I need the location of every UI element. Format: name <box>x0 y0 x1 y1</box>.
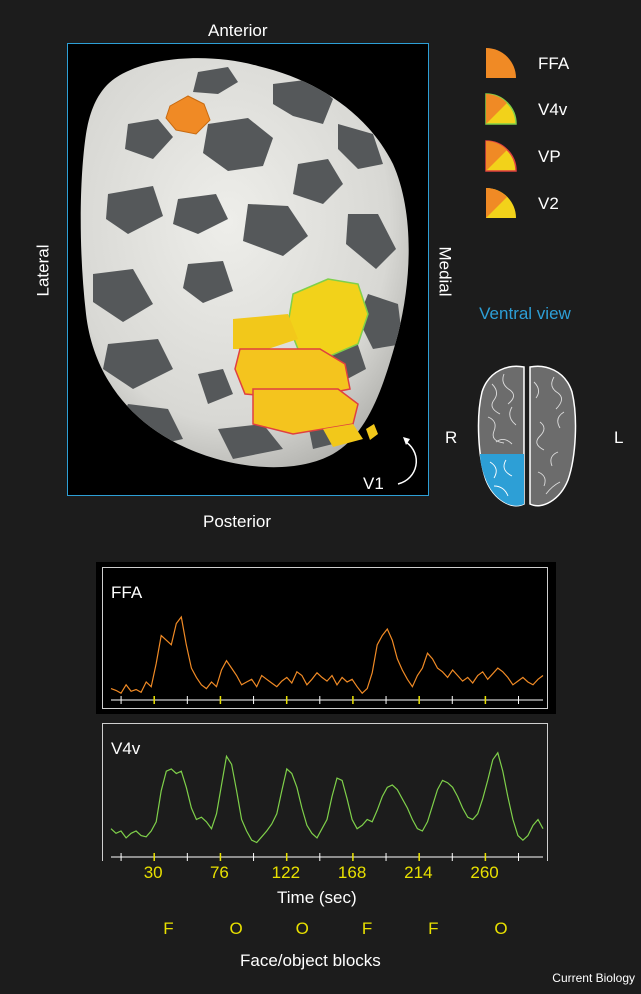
v4v-series-line <box>110 751 544 844</box>
blocks-label: Face/object blocks <box>240 951 381 970</box>
journal-credit: Current Biology <box>552 971 635 985</box>
x-tick-label: 260 <box>470 863 499 882</box>
legend-label: VP <box>538 147 561 166</box>
v2-legend-icon <box>486 188 516 218</box>
ventral-view-title: Ventral view <box>479 304 571 323</box>
ffa-series-line <box>110 615 544 695</box>
legend-item-v4v: V4v <box>484 92 604 126</box>
inflated-cortex-illustration <box>80 58 417 485</box>
x-tick-label: 76 <box>209 863 229 882</box>
left-hemisphere-label: L <box>614 428 624 447</box>
v1-arrow <box>397 441 417 485</box>
medial-label: Medial <box>435 246 455 297</box>
legend-item-v2: V2 <box>484 186 604 220</box>
ffa-region <box>165 95 211 135</box>
block-letter: F <box>361 919 373 938</box>
ffa-line-chart <box>110 615 544 704</box>
x-tick-label: 30 <box>143 863 163 882</box>
block-letter: F <box>428 919 439 938</box>
v4v-trace-label: V4v <box>111 739 141 758</box>
right-hemisphere-label: R <box>445 428 458 447</box>
block-letter: O <box>295 919 309 938</box>
v4v-legend-icon <box>485 93 517 125</box>
posterior-label: Posterior <box>203 512 272 531</box>
ffa-trace-label: FFA <box>111 583 143 602</box>
ffa-timecourse-panel: FFA <box>96 562 556 714</box>
ffa-legend-icon <box>486 48 516 78</box>
vp-region-upper <box>233 314 298 349</box>
legend-label: V4v <box>538 100 568 119</box>
legend-item-ffa: FFA <box>484 46 604 80</box>
v1-region <box>366 424 378 440</box>
legend-item-vp: VP <box>484 139 604 173</box>
x-tick-label: 122 <box>271 863 301 882</box>
v4v-line-chart <box>110 751 544 861</box>
block-letter: O <box>229 919 243 938</box>
lateral-label: Lateral <box>33 244 53 297</box>
inflated-brain-panel <box>67 43 429 496</box>
vp-legend-icon <box>485 140 517 172</box>
x-axis-label: Time (sec) <box>277 888 357 907</box>
legend-label: V2 <box>538 194 559 213</box>
x-tick-label: 214 <box>404 863 433 882</box>
legend-label: FFA <box>538 54 570 73</box>
v1-label: V1 <box>363 474 384 493</box>
x-tick-label: 168 <box>337 863 367 882</box>
anterior-label: Anterior <box>208 21 268 40</box>
block-letter: F <box>163 919 174 938</box>
ventral-brain-icon <box>477 365 577 507</box>
v2-region-lower <box>323 424 363 447</box>
block-letter: O <box>494 919 508 938</box>
v4v-timecourse-panel: V4v <box>96 718 556 861</box>
